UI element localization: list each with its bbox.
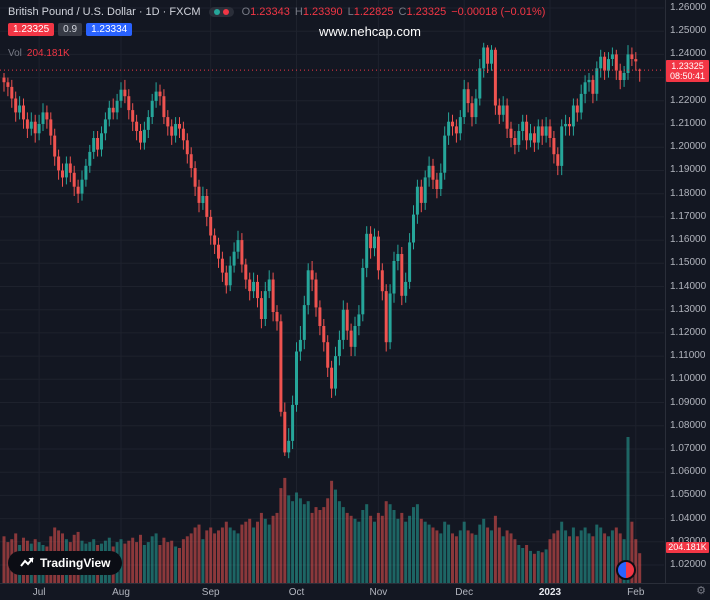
price-tick-label: 1.15000 <box>670 257 707 269</box>
volume-value: 204.181K <box>26 48 70 59</box>
volume-label: Vol <box>8 48 22 59</box>
price-tick-label: 1.09000 <box>670 396 707 408</box>
status-dot-green-icon <box>213 9 220 15</box>
last-price-text: 1.23325 <box>671 61 704 72</box>
price-tick-label: 1.19000 <box>670 164 707 176</box>
last-price-badge: 1.23325 08:50:41 <box>666 60 709 83</box>
price-tick-label: 1.05000 <box>670 489 707 501</box>
price-tick-label: 1.10000 <box>670 373 707 385</box>
price-tick-label: 1.21000 <box>670 118 707 130</box>
chart-legend: British Pound / U.S. Dollar · 1D · FXCM … <box>8 6 545 59</box>
price-tick-label: 1.22000 <box>670 94 707 106</box>
time-tick-label: Oct <box>288 587 305 598</box>
price-tick-label: 1.11000 <box>670 350 706 362</box>
time-tick-label: Nov <box>369 587 388 598</box>
tradingview-mark-icon <box>20 557 34 567</box>
low-value: 1.22825 <box>353 6 394 18</box>
symbol-title[interactable]: British Pound / U.S. Dollar · 1D · FXCM <box>8 6 201 18</box>
volume-axis-badge: 204.181K <box>666 542 709 554</box>
market-status-toggle[interactable] <box>208 7 234 17</box>
axis-settings-gear-icon[interactable]: ⚙ <box>696 585 706 597</box>
ohlc-legend: O1.23343 H1.23390 L1.22825 C1.23325 −0.0… <box>242 6 546 18</box>
time-axis[interactable]: Jul Aug Sep Oct Nov Dec 2023 Feb <box>0 583 710 600</box>
low-label: L <box>347 6 354 18</box>
price-tick-label: 1.12000 <box>670 326 707 338</box>
price-tick-label: 1.24000 <box>670 48 707 60</box>
chat-bubble-icon[interactable] <box>616 560 636 580</box>
time-tick-label: Dec <box>455 587 474 598</box>
price-tick-label: 1.18000 <box>670 187 707 199</box>
close-label: C <box>398 6 407 18</box>
time-tick-label: 2023 <box>538 587 562 598</box>
tradingview-logo-text: TradingView <box>40 556 111 570</box>
price-tick-label: 1.14000 <box>670 280 707 292</box>
high-label: H <box>294 6 303 18</box>
change-value: −0.00018 (−0.01%) <box>451 6 546 18</box>
price-tick-label: 1.17000 <box>670 210 707 222</box>
price-tick-label: 1.07000 <box>670 442 707 454</box>
watermark: www.nehcap.com <box>319 24 421 39</box>
price-tick-label: 1.16000 <box>670 234 707 246</box>
tradingview-logo[interactable]: TradingView <box>8 551 123 575</box>
price-tick-label: 1.13000 <box>670 303 707 315</box>
price-tick-label: 1.25000 <box>670 25 707 37</box>
open-value: 1.23343 <box>250 6 290 18</box>
price-tick-label: 1.06000 <box>670 466 707 478</box>
price-tick-label: 1.08000 <box>670 419 707 431</box>
status-dot-red-icon <box>222 9 229 15</box>
spread-badge: 0.9 <box>58 23 83 36</box>
price-tick-label: 1.03000 <box>670 536 706 547</box>
time-tick-label: Sep <box>201 587 220 598</box>
candlestick-series <box>2 42 642 459</box>
price-tick-label: 1.04000 <box>670 512 707 524</box>
ask-badge[interactable]: 1.23334 <box>86 23 133 36</box>
time-tick-label: Aug <box>112 587 130 598</box>
time-tick-label: Feb <box>627 587 645 598</box>
bar-countdown-text: 08:50:41 <box>669 71 706 82</box>
price-tick-label: 1.20000 <box>670 141 707 153</box>
price-axis[interactable]: 1.260001.250001.240001.230001.220001.210… <box>665 0 710 583</box>
price-tick-label: 1.02000 <box>670 559 707 570</box>
time-tick-label: Jul <box>32 587 46 598</box>
price-tick-label: 1.26000 <box>670 2 707 13</box>
close-value: 1.23325 <box>406 6 447 18</box>
bid-badge[interactable]: 1.23325 <box>8 23 55 36</box>
high-value: 1.23390 <box>302 6 343 18</box>
open-label: O <box>241 6 251 18</box>
